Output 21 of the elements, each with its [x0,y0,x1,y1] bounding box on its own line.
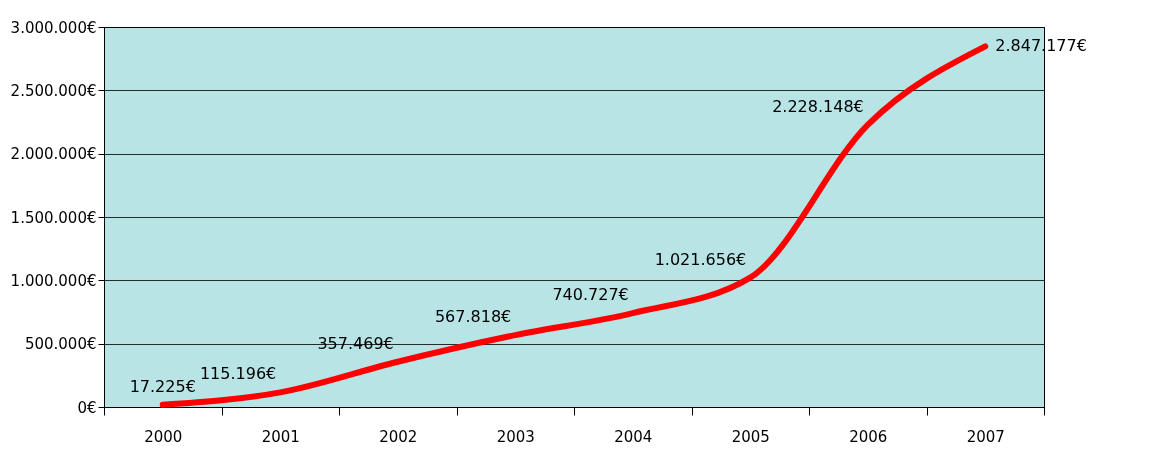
x-tick-label: 2004 [614,427,653,446]
y-tick-label: 3.000.000€ [10,18,97,37]
data-label: 1.021.656€ [654,249,747,269]
y-tick-label: 2.000.000€ [10,145,97,164]
x-tick-label: 2002 [379,427,418,446]
data-label: 2.228.148€ [772,96,864,116]
x-tick-label: 2001 [261,427,300,446]
x-tick-label: 2005 [731,427,770,446]
data-label: 115.196€ [199,364,277,384]
x-tick-label: 2007 [966,427,1005,446]
data-label: 740.727€ [552,285,629,305]
data-label: 17.225€ [129,376,196,396]
x-tick-label: 2003 [496,427,535,446]
y-tick-label: 500.000€ [24,335,97,354]
y-tick-label: 1.000.000€ [10,271,97,290]
y-tick-label: 0€ [77,398,97,417]
y-tick-label: 2.500.000€ [10,81,97,100]
y-tick-label: 1.500.000€ [10,208,97,227]
x-tick-label: 2000 [144,427,183,446]
data-label: 567.818€ [434,307,512,327]
x-tick-label: 2006 [849,427,888,446]
